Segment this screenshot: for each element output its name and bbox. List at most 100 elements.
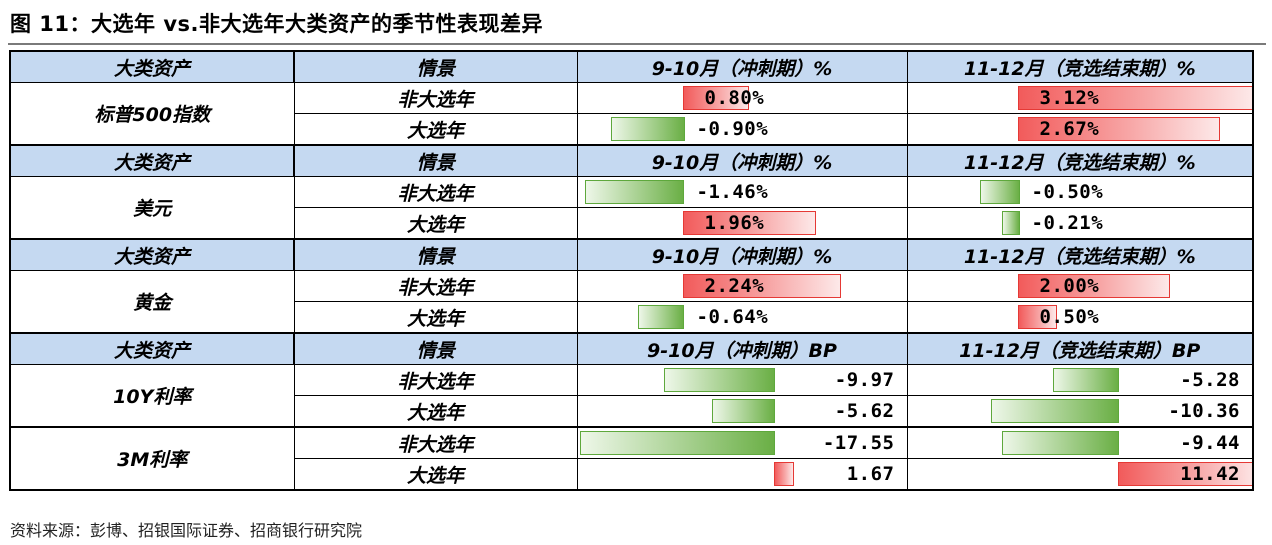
negative-bar xyxy=(1001,211,1020,235)
header-row: 大类资产 情景 9-10月（冲刺期）BP 11-12月（竞选结束期）BP xyxy=(9,332,1254,365)
negative-bar xyxy=(980,180,1020,204)
positive-bar xyxy=(1017,117,1220,141)
scenario-label: 大选年 xyxy=(293,458,578,491)
positive-bar xyxy=(682,274,842,298)
value-text: 2.24% xyxy=(704,275,765,297)
value-text: -9.97 xyxy=(834,369,895,391)
scenario-label: 大选年 xyxy=(293,395,578,428)
negative-bar xyxy=(637,305,685,329)
header-row: 大类资产 情景 9-10月（冲刺期）% 11-12月（竞选结束期）% xyxy=(9,50,1254,83)
value-cell-2: -0.21% xyxy=(906,207,1254,240)
negative-bar xyxy=(1002,431,1120,455)
positive-bar xyxy=(773,462,794,486)
table-row: 大选年 -0.64% 0.50% xyxy=(10,301,1254,334)
header-scenario: 情景 xyxy=(293,238,578,271)
positive-bar xyxy=(682,211,816,235)
value-text: 2.00% xyxy=(1039,275,1100,297)
table-row: 大选年 -5.62 -10.36 xyxy=(10,395,1254,428)
value-text: 3.12% xyxy=(1039,87,1100,109)
value-cell-2: -10.36 xyxy=(906,395,1254,428)
header-col2: 11-12月（竞选结束期）BP xyxy=(906,332,1254,365)
value-text: -0.90% xyxy=(696,118,769,140)
table-row: 大选年 1.67 11.42 xyxy=(10,458,1254,491)
value-cell-1: -5.62 xyxy=(576,395,908,428)
asset-name: 美元 xyxy=(9,176,295,240)
header-scenario: 情景 xyxy=(293,144,578,177)
scenario-label: 非大选年 xyxy=(293,176,578,208)
header-row: 大类资产 情景 9-10月（冲刺期）% 11-12月（竞选结束期）% xyxy=(9,238,1254,271)
value-cell-1: 0.80% xyxy=(576,82,908,114)
positive-bar xyxy=(1017,274,1170,298)
value-cell-2: 3.12% xyxy=(906,82,1254,114)
scenario-label: 大选年 xyxy=(293,207,578,240)
header-col1: 9-10月（冲刺期）% xyxy=(576,144,908,177)
value-text: -1.46% xyxy=(696,181,769,203)
table-row: 标普500指数 非大选年 0.80% 3.12% xyxy=(9,82,1254,146)
value-cell-1: 1.67 xyxy=(576,458,908,491)
asset-name: 黄金 xyxy=(9,270,295,334)
header-asset: 大类资产 xyxy=(9,238,295,271)
table-row: 大选年 1.96% -0.21% xyxy=(10,207,1254,240)
value-text: 0.50% xyxy=(1039,306,1100,328)
scenario-label: 大选年 xyxy=(293,113,578,146)
header-scenario: 情景 xyxy=(293,50,578,83)
value-cell-2: 11.42 xyxy=(906,458,1254,491)
title-divider xyxy=(8,43,1266,45)
header-col2: 11-12月（竞选结束期）% xyxy=(906,144,1254,177)
value-cell-1: -0.64% xyxy=(576,301,908,334)
value-text: -9.44 xyxy=(1180,432,1240,454)
seasonality-table: 大类资产 情景 9-10月（冲刺期）% 11-12月（竞选结束期）% 标普500指数 非大… xyxy=(9,50,1254,491)
header-scenario: 情景 xyxy=(293,332,578,365)
value-text: 1.96% xyxy=(704,212,765,234)
value-text: -0.64% xyxy=(696,306,769,328)
value-cell-2: 0.50% xyxy=(906,301,1254,334)
positive-bar xyxy=(682,86,749,110)
value-cell-2: 2.00% xyxy=(906,270,1254,302)
value-text: -10.36 xyxy=(1168,400,1240,422)
value-cell-2: -9.44 xyxy=(906,426,1254,459)
value-text: -0.21% xyxy=(1031,212,1104,234)
negative-bar xyxy=(1053,368,1120,392)
positive-bar xyxy=(1117,462,1252,486)
table-row: 10Y利率 非大选年 -9.97 -5.28 xyxy=(9,364,1254,428)
value-cell-2: -0.50% xyxy=(906,176,1254,208)
scenario-label: 非大选年 xyxy=(293,270,578,302)
negative-bar xyxy=(991,399,1120,423)
value-text: 2.67% xyxy=(1039,118,1100,140)
value-cell-2: 2.67% xyxy=(906,113,1254,146)
header-col1: 9-10月（冲刺期）BP xyxy=(576,332,908,365)
asset-name: 标普500指数 xyxy=(9,82,295,146)
value-cell-2: -5.28 xyxy=(906,364,1254,396)
value-text: 11.42 xyxy=(1180,463,1240,485)
table-row: 美元 非大选年 -1.46% -0.50% xyxy=(9,176,1254,240)
header-asset: 大类资产 xyxy=(9,50,295,83)
asset-name: 3M利率 xyxy=(9,426,295,491)
value-cell-1: -17.55 xyxy=(576,426,908,459)
negative-bar xyxy=(584,180,685,204)
header-col1: 9-10月（冲刺期）% xyxy=(576,50,908,83)
value-text: 1.67 xyxy=(846,463,895,485)
table-row: 3M利率 非大选年 -17.55 -9.44 xyxy=(9,426,1254,491)
value-text: -17.55 xyxy=(822,432,895,454)
value-cell-1: 2.24% xyxy=(576,270,908,302)
negative-bar xyxy=(580,431,776,455)
figure-title: 图 11：大选年 vs.非大选年大类资产的季节性表现差异 xyxy=(10,12,544,36)
value-text: 0.80% xyxy=(704,87,765,109)
value-text: -5.28 xyxy=(1180,369,1240,391)
scenario-label: 非大选年 xyxy=(293,426,578,459)
value-text: -5.62 xyxy=(834,400,895,422)
header-asset: 大类资产 xyxy=(9,332,295,365)
header-row: 大类资产 情景 9-10月（冲刺期）% 11-12月（竞选结束期）% xyxy=(9,144,1254,177)
positive-bar xyxy=(1017,86,1252,110)
table-row: 大选年 -0.90% 2.67% xyxy=(10,113,1254,146)
header-col1: 9-10月（冲刺期）% xyxy=(576,238,908,271)
scenario-label: 非大选年 xyxy=(293,82,578,114)
value-cell-1: -1.46% xyxy=(576,176,908,208)
header-col2: 11-12月（竞选结束期）% xyxy=(906,238,1254,271)
table-row: 黄金 非大选年 2.24% 2.00% xyxy=(9,270,1254,334)
scenario-label: 非大选年 xyxy=(293,364,578,396)
scenario-label: 大选年 xyxy=(293,301,578,334)
negative-bar xyxy=(610,117,685,141)
positive-bar xyxy=(1017,305,1057,329)
value-cell-1: -0.90% xyxy=(576,113,908,146)
